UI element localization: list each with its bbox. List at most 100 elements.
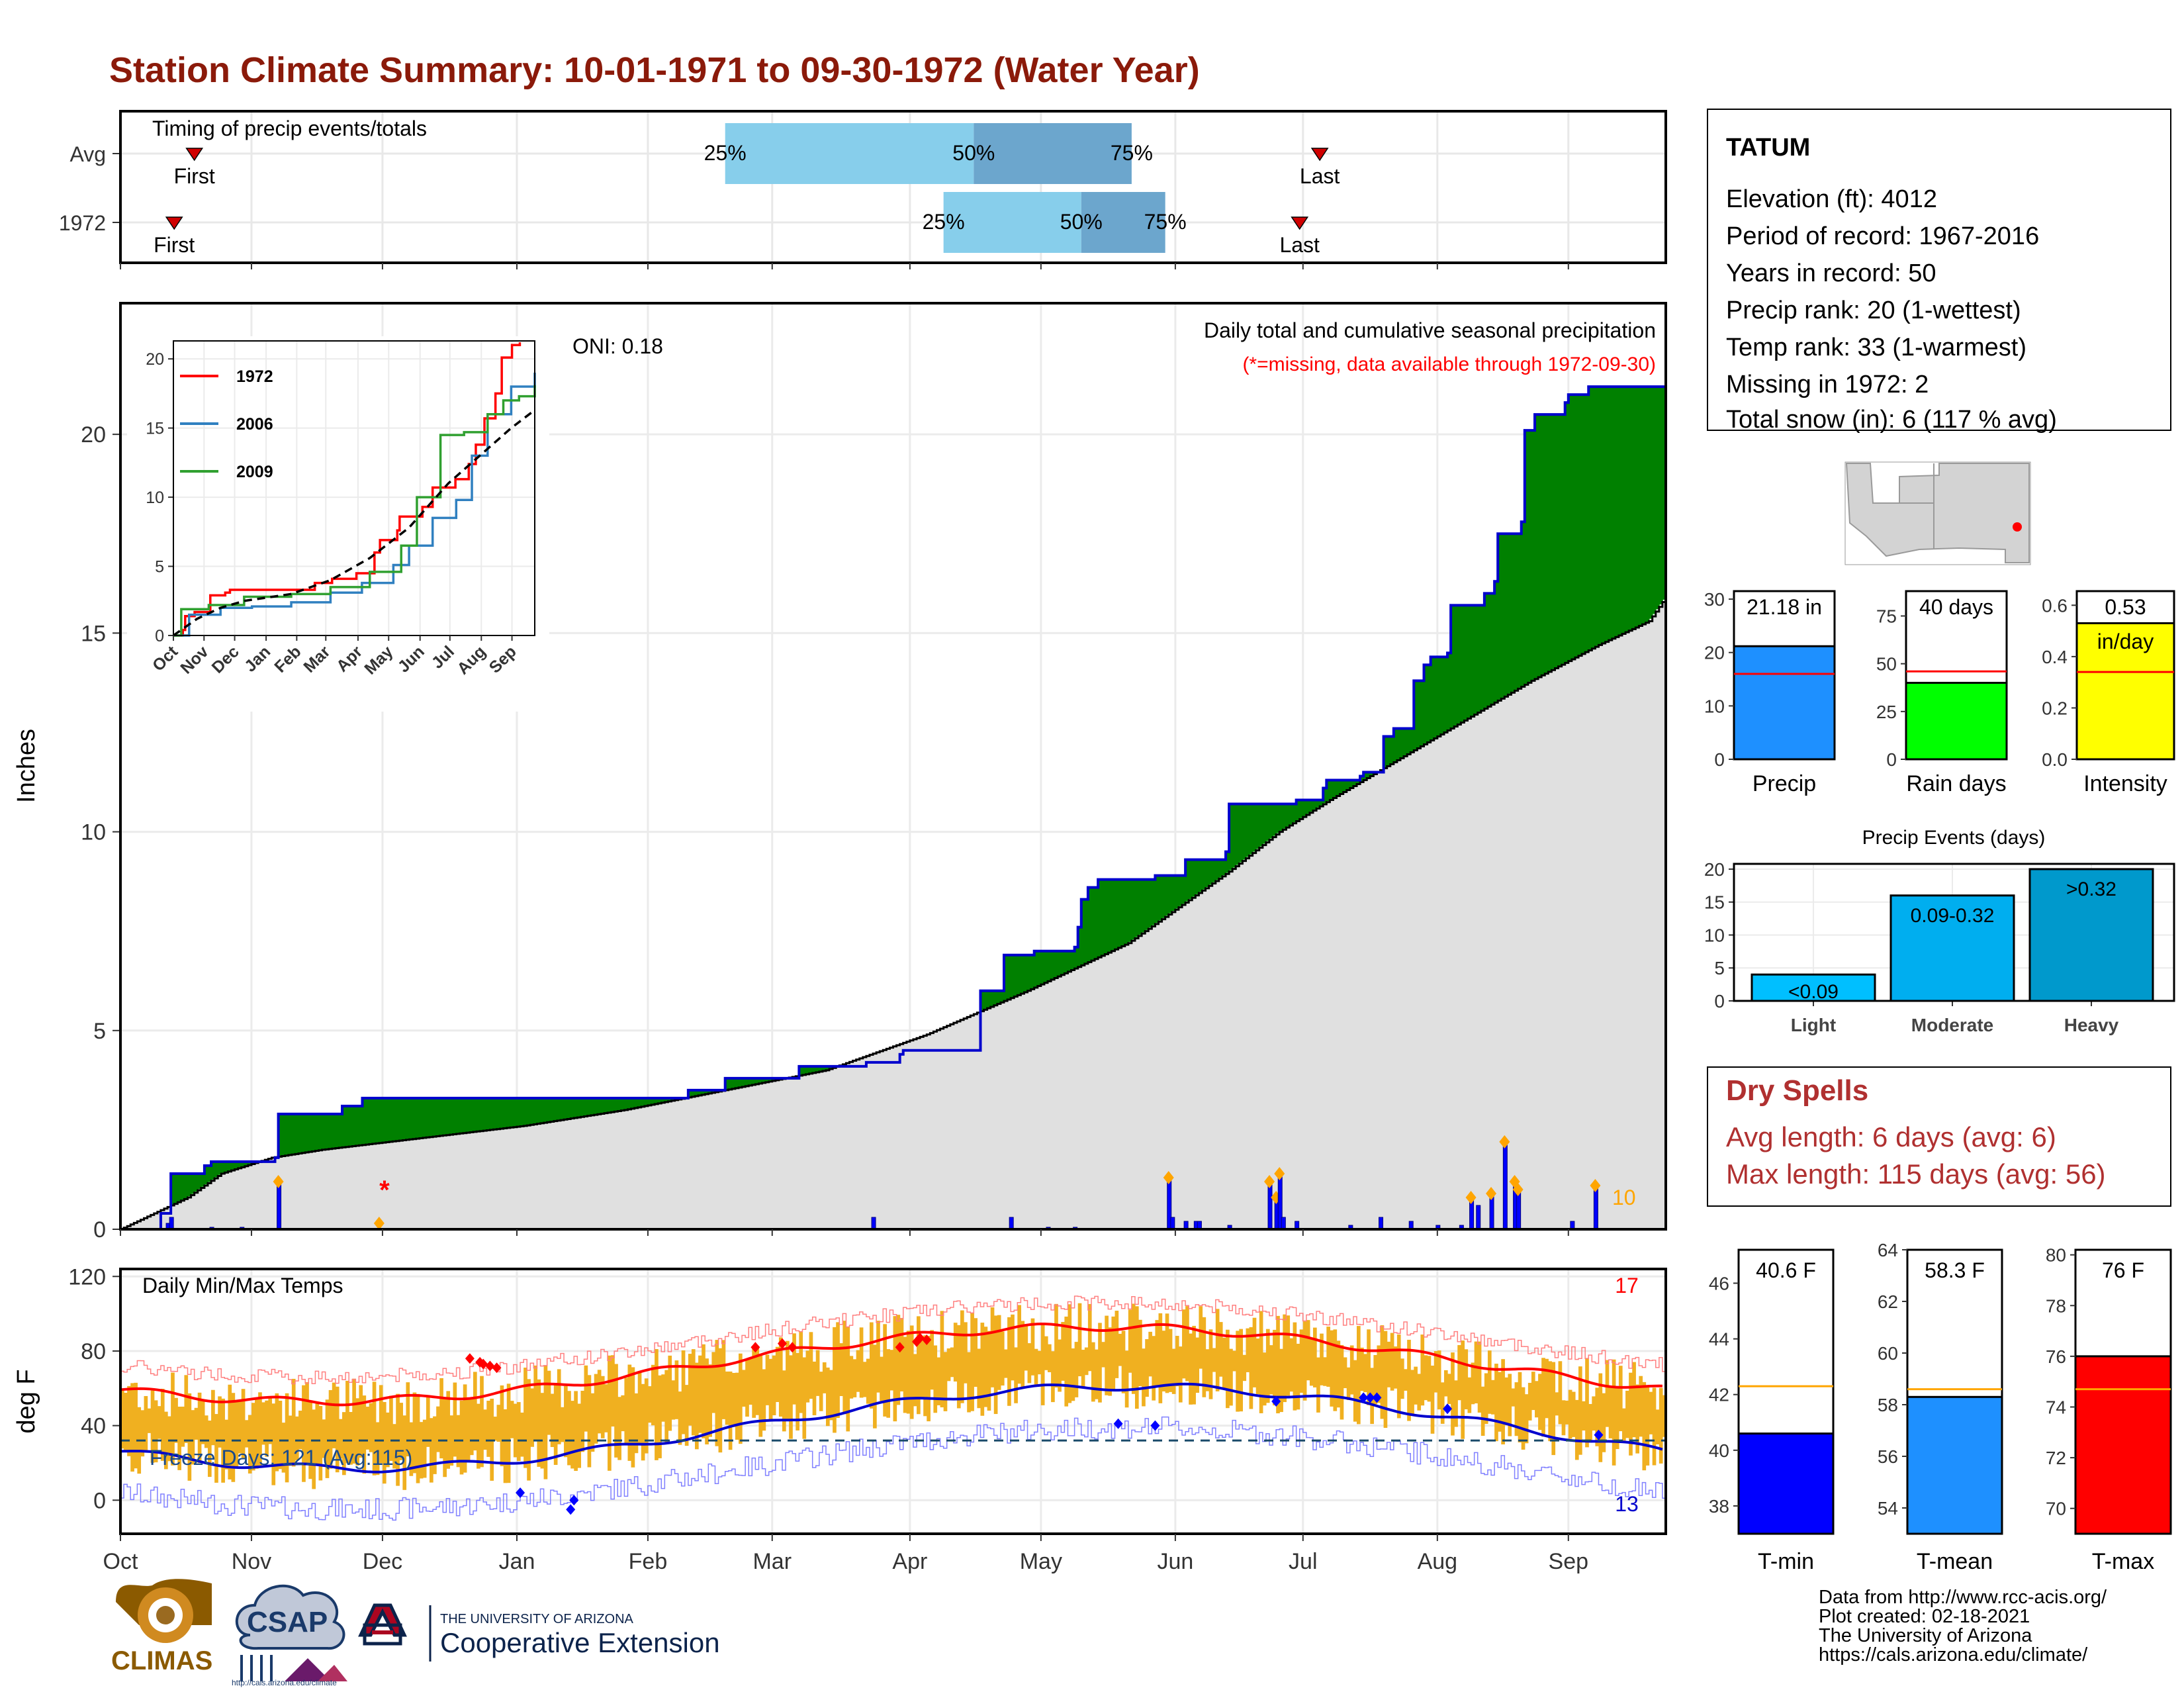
wetter-than-avg-area [1289, 804, 1294, 825]
daily-temp-range-bar [1165, 1313, 1169, 1393]
wetter-than-avg-area [207, 1165, 212, 1182]
daily-temp-range-bar [1185, 1306, 1189, 1382]
daily-temp-range-bar [1101, 1342, 1105, 1368]
daily-temp-range-bar [604, 1384, 608, 1432]
daily-temp-range-bar [557, 1369, 561, 1444]
wetter-than-avg-area [1514, 534, 1519, 690]
wetter-than-avg-area [1326, 780, 1331, 802]
wetter-than-avg-area [822, 1066, 827, 1071]
wetter-than-avg-area [1316, 800, 1320, 808]
wetter-than-avg-area [1087, 887, 1092, 962]
daily-temp-range-bar [1535, 1381, 1539, 1418]
events-plot-frame [1733, 863, 2175, 1002]
wetter-than-avg-area [1417, 680, 1422, 747]
daily-temp-range-bar [668, 1355, 672, 1431]
daily-precip-bar [1009, 1217, 1014, 1230]
avg-tmax-line [120, 1323, 1662, 1407]
daily-temp-range-bar [1635, 1384, 1639, 1454]
daily-temp-range-bar [627, 1364, 632, 1461]
daily-temp-range-bar [1242, 1354, 1247, 1382]
daily-temp-range-bar [473, 1372, 477, 1451]
daily-temp-range-bar [1021, 1321, 1025, 1387]
daily-temp-range-bar [661, 1374, 665, 1422]
wetter-than-avg-area [1551, 414, 1556, 669]
wetter-than-avg-area [1454, 605, 1459, 726]
daily-temp-range-bar [987, 1331, 991, 1411]
temp-stat-ytick-label: 38 [1709, 1496, 1729, 1517]
temp-stat-ytick-label: 70 [2046, 1499, 2066, 1519]
daily-temp-range-bar [1574, 1399, 1579, 1460]
timing-q50-q75-bar [1081, 192, 1165, 253]
daily-temp-range-bar [302, 1385, 306, 1482]
daily-temp-range-bar [752, 1347, 756, 1418]
daily-temp-range-bar [1642, 1382, 1647, 1471]
main-ytick-label: 5 [93, 1019, 106, 1044]
daily-temp-range-bar [739, 1353, 743, 1444]
wetter-than-avg-area [647, 1098, 652, 1105]
wetter-than-avg-area [1652, 387, 1657, 614]
daily-temp-range-bar [449, 1415, 454, 1466]
wetter-than-avg-area [1276, 804, 1281, 833]
daily-precip-bar [277, 1181, 282, 1230]
daily-temp-range-bar [869, 1322, 874, 1409]
wetter-than-avg-area [1239, 804, 1244, 863]
wetter-than-avg-area [611, 1098, 615, 1112]
wetter-than-avg-area [493, 1098, 498, 1129]
daily-temp-range-bar [1276, 1315, 1280, 1414]
wetter-than-avg-area [449, 1098, 454, 1135]
heavy-event-marker [1590, 1178, 1601, 1192]
temp-stat-ytick-label: 40 [1709, 1440, 1729, 1461]
daily-temp-range-bar [1155, 1320, 1160, 1387]
wetter-than-avg-area [1226, 851, 1230, 873]
daily-temp-range-bar [463, 1384, 467, 1473]
stat-bar-Intensity [2075, 622, 2175, 761]
daily-temp-range-bar [1105, 1315, 1109, 1395]
station-location-marker [2013, 522, 2022, 532]
daily-temp-range-bar [500, 1385, 504, 1466]
precip-inset-chart: 05101520197220062009OctNovDecJanFebMarAp… [127, 336, 549, 712]
wetter-than-avg-area [812, 1066, 817, 1073]
daily-temp-range-bar [923, 1335, 927, 1417]
daily-temp-range-bar [1071, 1348, 1075, 1401]
wetter-than-avg-area [1511, 534, 1516, 692]
record-low-marker [566, 1504, 576, 1515]
daily-temp-range-bar [550, 1393, 555, 1447]
wetter-than-avg-area [1205, 859, 1210, 888]
daily-temp-range-bar [933, 1345, 938, 1413]
dry-spells-avg: Avg length: 6 days (avg: 6) [1726, 1121, 2056, 1152]
wetter-than-avg-area [430, 1098, 433, 1137]
daily-temp-range-bar [1051, 1351, 1055, 1403]
daily-temp-range-bar [1017, 1305, 1021, 1384]
wetter-than-avg-area [1501, 534, 1506, 698]
wetter-than-avg-area [819, 1066, 823, 1072]
daily-temp-range-bar [1249, 1327, 1253, 1409]
daily-temp-range-bar [295, 1416, 299, 1460]
daily-temp-range-bar [1639, 1376, 1643, 1437]
ua-cooperative-extension-logo: THE UNIVERSITY OF ARIZONA Cooperative Ex… [358, 1603, 720, 1662]
daily-temp-range-bar [681, 1350, 686, 1434]
daily-temp-range-bar [1246, 1328, 1250, 1372]
wetter-than-avg-area [1182, 875, 1186, 904]
wetter-than-avg-area [1585, 395, 1590, 651]
daily-temp-range-bar [268, 1398, 273, 1444]
heavy-event-marker [273, 1174, 284, 1188]
wetter-than-avg-area [1555, 414, 1559, 668]
record-high-count: 17 [1615, 1274, 1639, 1297]
daily-temp-range-bar [1320, 1333, 1324, 1385]
wetter-than-avg-area [1578, 395, 1582, 655]
daily-temp-range-bar [157, 1406, 161, 1439]
wetter-than-avg-area [1259, 804, 1263, 847]
daily-temp-range-bar [493, 1417, 498, 1441]
wetter-than-avg-area [1128, 879, 1132, 942]
wetter-than-avg-area [1218, 859, 1223, 878]
daily-temp-range-bar [1142, 1348, 1146, 1407]
daily-temp-range-bar [187, 1393, 192, 1481]
daily-temp-range-bar [1252, 1317, 1257, 1387]
daily-temp-range-bar [1555, 1392, 1559, 1416]
wetter-than-avg-area [735, 1078, 739, 1088]
daily-temp-range-bar [708, 1364, 712, 1437]
wetter-than-avg-area [365, 1098, 370, 1145]
daily-temp-range-bar [1239, 1329, 1244, 1412]
temp-stat-bar-T-mean [1906, 1395, 2003, 1535]
daily-temp-range-bar [990, 1307, 995, 1387]
